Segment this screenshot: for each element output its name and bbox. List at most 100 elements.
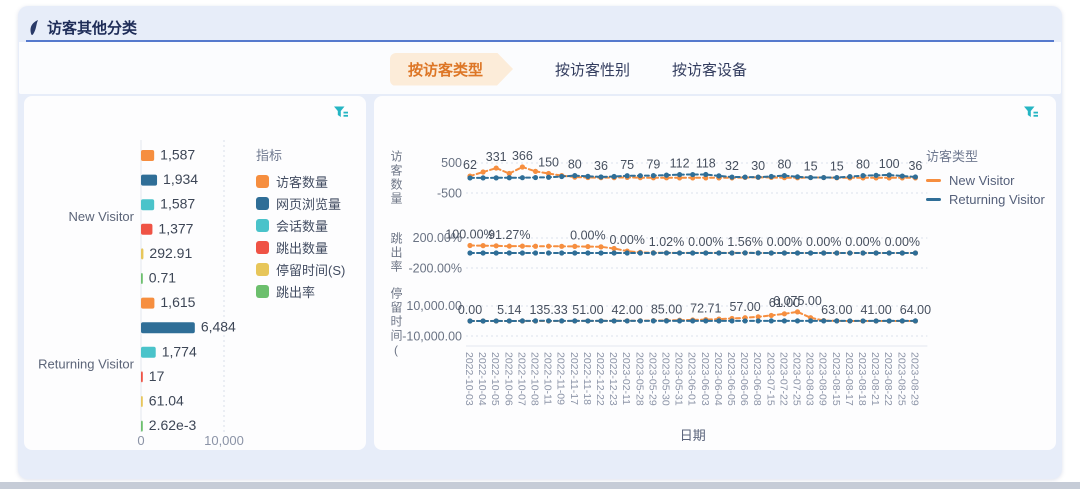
bar[interactable] bbox=[141, 346, 156, 358]
data-point[interactable] bbox=[781, 250, 787, 256]
data-point[interactable] bbox=[729, 174, 735, 180]
data-point[interactable] bbox=[886, 172, 892, 178]
data-point[interactable] bbox=[546, 250, 552, 256]
data-point[interactable] bbox=[467, 318, 473, 324]
data-point[interactable] bbox=[480, 318, 486, 324]
data-point[interactable] bbox=[572, 250, 578, 256]
data-point[interactable] bbox=[873, 318, 879, 324]
data-point[interactable] bbox=[703, 318, 709, 324]
data-point[interactable] bbox=[598, 244, 604, 250]
data-point[interactable] bbox=[690, 250, 696, 256]
data-point[interactable] bbox=[677, 318, 683, 324]
data-point[interactable] bbox=[650, 250, 656, 256]
data-point[interactable] bbox=[519, 250, 525, 256]
data-point[interactable] bbox=[821, 174, 827, 181]
data-point[interactable] bbox=[480, 243, 486, 249]
bar[interactable] bbox=[141, 371, 143, 383]
data-point[interactable] bbox=[703, 250, 709, 256]
data-point[interactable] bbox=[585, 243, 591, 250]
data-point[interactable] bbox=[912, 174, 919, 180]
data-point[interactable] bbox=[493, 243, 499, 249]
data-point[interactable] bbox=[716, 250, 722, 256]
data-point[interactable] bbox=[532, 168, 539, 174]
data-point[interactable] bbox=[742, 318, 748, 324]
data-point[interactable] bbox=[572, 318, 578, 324]
legend-item[interactable]: 停留时间(S) bbox=[256, 258, 345, 280]
data-point[interactable] bbox=[768, 318, 774, 324]
data-point[interactable] bbox=[873, 172, 879, 178]
data-point[interactable] bbox=[467, 175, 473, 181]
data-point[interactable] bbox=[493, 250, 499, 256]
data-point[interactable] bbox=[480, 250, 486, 256]
legend-item[interactable]: 会话数量 bbox=[256, 214, 345, 236]
data-point[interactable] bbox=[480, 175, 486, 181]
legend-item[interactable]: 网页浏览量 bbox=[256, 192, 345, 214]
data-point[interactable] bbox=[611, 250, 617, 256]
data-point[interactable] bbox=[781, 311, 787, 317]
data-point[interactable] bbox=[834, 250, 840, 256]
data-point[interactable] bbox=[532, 318, 539, 324]
data-point[interactable] bbox=[781, 318, 787, 324]
legend-item[interactable]: Returning Visitor bbox=[926, 190, 1045, 209]
data-point[interactable] bbox=[742, 250, 748, 256]
legend-item[interactable]: 跳出率 bbox=[256, 280, 345, 302]
tab-by-visitor-device[interactable]: 按访客设备 bbox=[672, 61, 748, 79]
data-point[interactable] bbox=[755, 174, 761, 180]
data-point[interactable] bbox=[821, 250, 827, 256]
data-point[interactable] bbox=[873, 250, 879, 256]
data-point[interactable] bbox=[755, 250, 761, 256]
bar[interactable] bbox=[141, 322, 195, 334]
data-point[interactable] bbox=[506, 318, 512, 324]
data-point[interactable] bbox=[886, 250, 892, 256]
data-point[interactable] bbox=[716, 173, 722, 179]
data-point[interactable] bbox=[624, 318, 630, 324]
data-point[interactable] bbox=[598, 250, 604, 256]
data-point[interactable] bbox=[860, 318, 866, 324]
data-point[interactable] bbox=[480, 169, 486, 175]
data-point[interactable] bbox=[467, 242, 473, 249]
data-point[interactable] bbox=[585, 173, 591, 179]
bar[interactable] bbox=[141, 150, 155, 161]
data-point[interactable] bbox=[506, 175, 512, 181]
bar[interactable] bbox=[141, 223, 153, 235]
data-point[interactable] bbox=[572, 173, 578, 179]
data-point[interactable] bbox=[794, 318, 801, 324]
data-point[interactable] bbox=[794, 309, 801, 315]
data-point[interactable] bbox=[729, 250, 735, 256]
bar[interactable] bbox=[141, 420, 143, 432]
bar[interactable] bbox=[141, 297, 155, 309]
data-point[interactable] bbox=[506, 170, 512, 177]
data-point[interactable] bbox=[899, 250, 905, 256]
data-point[interactable] bbox=[559, 250, 565, 256]
tab-by-visitor-type[interactable]: 按访客类型 bbox=[390, 53, 513, 86]
data-point[interactable] bbox=[611, 318, 617, 324]
data-point[interactable] bbox=[755, 314, 761, 320]
data-point[interactable] bbox=[768, 250, 774, 256]
data-point[interactable] bbox=[834, 318, 840, 324]
data-point[interactable] bbox=[860, 250, 866, 256]
data-point[interactable] bbox=[768, 312, 774, 319]
data-point[interactable] bbox=[716, 318, 722, 324]
data-point[interactable] bbox=[624, 173, 630, 179]
data-point[interactable] bbox=[519, 243, 525, 249]
data-point[interactable] bbox=[493, 318, 499, 324]
data-point[interactable] bbox=[690, 318, 696, 324]
bar[interactable] bbox=[141, 273, 143, 284]
data-point[interactable] bbox=[546, 170, 552, 177]
data-point[interactable] bbox=[493, 175, 499, 181]
data-point[interactable] bbox=[637, 318, 643, 324]
data-point[interactable] bbox=[663, 250, 670, 256]
filter-icon[interactable] bbox=[1022, 104, 1040, 122]
data-point[interactable] bbox=[611, 173, 617, 180]
data-point[interactable] bbox=[546, 318, 552, 324]
data-point[interactable] bbox=[519, 164, 525, 170]
data-point[interactable] bbox=[559, 318, 565, 324]
data-point[interactable] bbox=[624, 250, 630, 256]
data-point[interactable] bbox=[847, 250, 853, 256]
data-point[interactable] bbox=[794, 174, 801, 180]
data-point[interactable] bbox=[611, 245, 617, 252]
data-point[interactable] bbox=[585, 318, 591, 324]
legend-item[interactable]: New Visitor bbox=[926, 171, 1045, 190]
data-point[interactable] bbox=[768, 173, 774, 180]
data-point[interactable] bbox=[677, 250, 683, 256]
